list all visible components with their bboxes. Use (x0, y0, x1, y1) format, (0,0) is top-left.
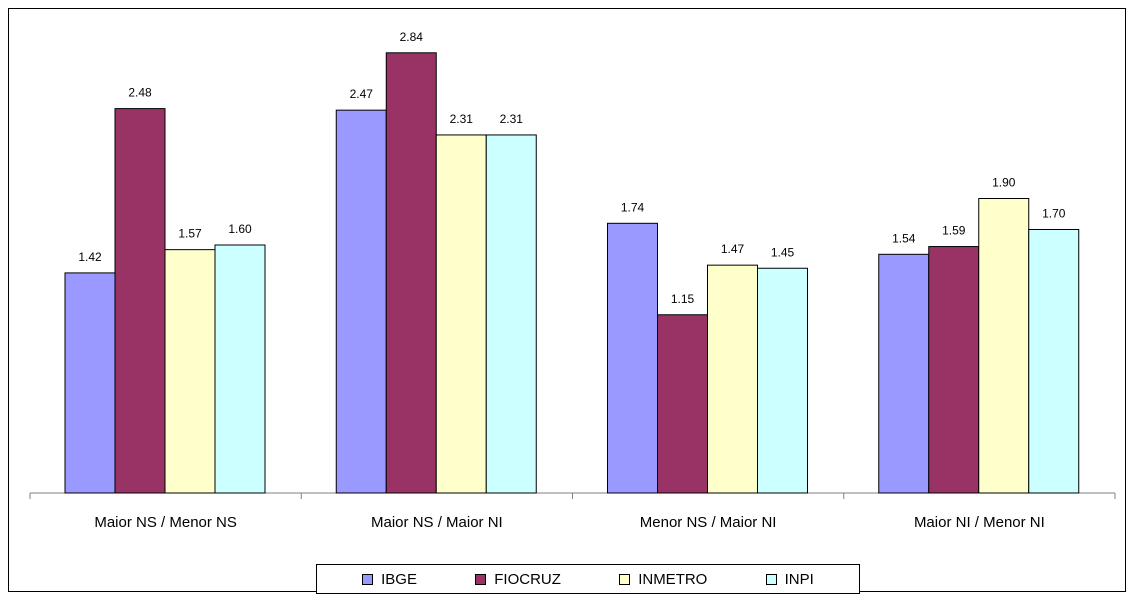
bar-ibge-2 (335, 109, 387, 494)
legend-swatch (362, 573, 374, 585)
data-label: 1.70 (1042, 207, 1066, 221)
data-label: 1.74 (621, 200, 645, 214)
data-label: 1.47 (721, 242, 745, 256)
legend-item-ibge: IBGE (362, 571, 417, 588)
legend-label: INMETRO (638, 570, 708, 588)
data-label: 1.42 (78, 250, 102, 264)
legend-label: INPI (784, 570, 814, 588)
x-tick-label: Maior NS / Menor NS (94, 514, 237, 531)
data-label: 2.31 (450, 112, 474, 126)
bar-inmetro-3 (707, 264, 758, 494)
bar-inpi-2 (485, 134, 537, 494)
bar-inpi-3 (757, 267, 808, 494)
bar-fiocruz-2 (385, 52, 437, 494)
data-label: 1.59 (942, 224, 966, 238)
bar-fiocruz-3 (657, 314, 708, 494)
data-label: 1.45 (771, 245, 795, 259)
data-label: 2.84 (400, 30, 424, 44)
bar-inpi-4 (1028, 229, 1080, 494)
bar-ibge-3 (607, 222, 658, 494)
chart-legend: IBGE FIOCRUZ INMETRO INPI (316, 564, 860, 594)
data-label: 2.48 (128, 86, 152, 100)
legend-swatch (619, 573, 631, 585)
data-label: 1.57 (178, 227, 202, 241)
legend-label: FIOCRUZ (494, 570, 561, 588)
x-tick-label: Maior NS / Maior NI (371, 514, 503, 531)
x-tick-label: Maior NI / Menor NI (914, 514, 1045, 531)
bar-fiocruz-1 (114, 108, 166, 494)
bar-inmetro-1 (164, 249, 216, 494)
data-label: 1.15 (671, 292, 695, 306)
legend-item-inpi: INPI (765, 570, 814, 588)
legend-swatch (475, 573, 487, 585)
legend-swatch (765, 573, 777, 585)
bar-ibge-4 (878, 253, 930, 494)
bar-inmetro-2 (435, 134, 487, 494)
data-label: 2.47 (350, 87, 374, 101)
data-label: 1.54 (892, 231, 916, 245)
legend-item-inmetro: INMETRO (619, 571, 707, 588)
bar-inpi-1 (214, 244, 266, 494)
bar-inmetro-4 (978, 198, 1030, 494)
legend-label: IBGE (381, 570, 417, 588)
bar-ibge-1 (64, 272, 116, 494)
x-tick-label: Menor NS / Maior NI (640, 514, 777, 531)
data-label: 2.31 (500, 112, 524, 126)
bar-fiocruz-4 (928, 246, 980, 494)
data-label: 1.90 (992, 176, 1016, 190)
legend-item-fiocruz: FIOCRUZ (475, 571, 561, 588)
data-label: 1.60 (228, 222, 252, 236)
